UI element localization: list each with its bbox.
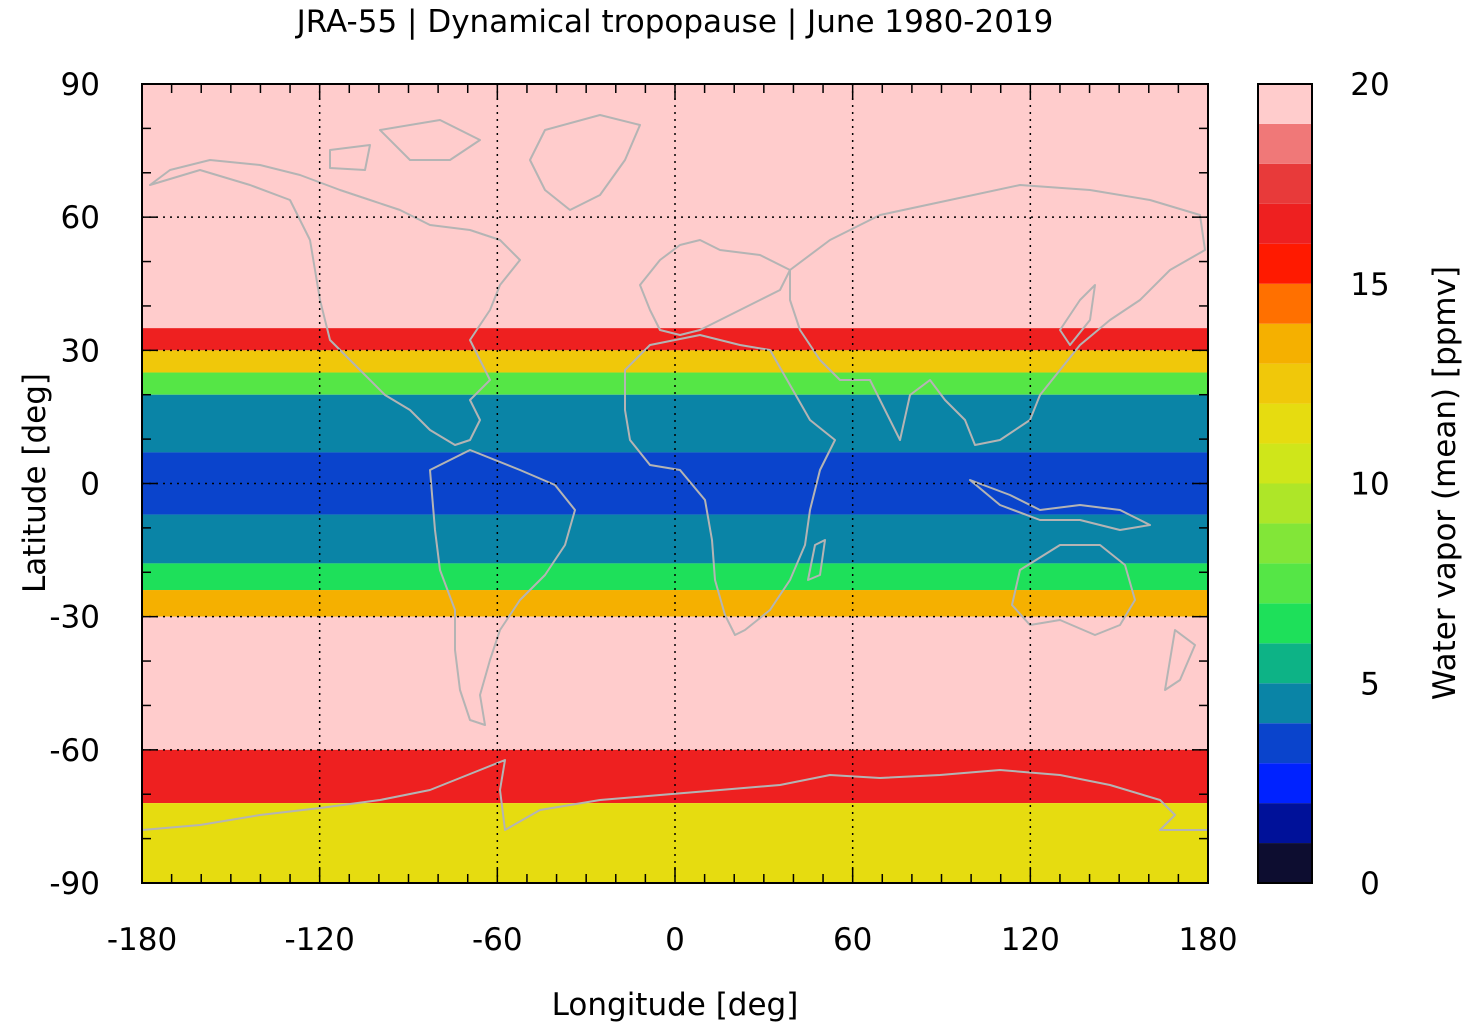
colorbar-level-2	[1258, 763, 1312, 804]
x-tick-label-3: 0	[665, 922, 685, 958]
colorbar-level-17	[1258, 163, 1312, 204]
colorbar-level-8	[1258, 523, 1312, 564]
coastline-arctic-islands	[329, 119, 481, 171]
x-tick-label-2: -60	[472, 922, 523, 958]
colorbar-level-5	[1258, 643, 1312, 684]
colorbar-label: Water vapor (mean) [ppmv]	[1427, 266, 1463, 700]
x-tick-label-1: -120	[284, 922, 354, 958]
y-tick-label-3: 0	[80, 467, 100, 503]
chart-title: JRA-55 | Dynamical tropopause | June 198…	[295, 4, 1054, 40]
x-tick-label-4: 60	[833, 922, 872, 958]
x-tick-label-6: 180	[1178, 922, 1237, 958]
colorbar-level-14	[1258, 283, 1312, 324]
field-band-6	[142, 514, 1208, 564]
colorbar-level-10	[1258, 443, 1312, 484]
y-tick-label-1: 60	[61, 200, 100, 236]
field-band-3	[142, 372, 1208, 395]
coastline-greenland	[529, 114, 641, 211]
y-tick-label-0: 90	[61, 67, 100, 103]
colorbar-level-3	[1258, 723, 1312, 764]
field-band-4	[142, 394, 1208, 453]
x-axis-label: Longitude [deg]	[552, 987, 799, 1023]
coastline-new-zealand	[1164, 629, 1196, 691]
colorbar-tick-label-1: 5	[1360, 666, 1380, 702]
colorbar-level-7	[1258, 563, 1312, 604]
coastline-south-america	[429, 449, 576, 726]
coastline-japan	[1059, 284, 1096, 346]
colorbar-level-6	[1258, 603, 1312, 644]
coastline-north-america	[149, 159, 521, 446]
y-tick-label-4: -30	[49, 600, 100, 636]
colorbar-level-15	[1258, 243, 1312, 284]
colorbar-level-16	[1258, 203, 1312, 244]
colorbar-level-19	[1258, 84, 1312, 124]
coastline-asia	[789, 184, 1206, 446]
colorbar-level-11	[1258, 403, 1312, 444]
colorbar-tick-label-3: 15	[1350, 267, 1389, 303]
coastline-europe	[639, 239, 791, 336]
plot-frame	[141, 83, 1209, 884]
colorbar-tick-label-2: 10	[1350, 467, 1389, 503]
colorbar-level-9	[1258, 483, 1312, 524]
plot-axes	[141, 83, 1209, 884]
colorbar-tick-label-0: 0	[1360, 866, 1380, 902]
y-tick-label-2: 30	[61, 333, 100, 369]
coastline-australia	[1011, 544, 1136, 636]
x-tick-label-5: 120	[1001, 922, 1060, 958]
x-tick-label-0: -180	[107, 922, 177, 958]
colorbar-tick-label-4: 20	[1350, 67, 1389, 103]
colorbar-frame	[1257, 83, 1313, 884]
colorbar-level-13	[1258, 323, 1312, 364]
colorbar-level-4	[1258, 683, 1312, 724]
coastline-antarctica	[142, 759, 1208, 831]
colorbar-level-0	[1258, 843, 1312, 883]
field-band-2	[142, 350, 1208, 373]
colorbar-level-12	[1258, 363, 1312, 404]
coastline-madagascar	[807, 539, 826, 581]
tick-labels: -180 -120 -60 0 60 120 180 90 60 30 0 -30 -60 -90	[49, 67, 1237, 958]
y-axis-label: Latitude [deg]	[17, 373, 53, 593]
colorbar-level-18	[1258, 123, 1312, 164]
y-tick-label-5: -60	[49, 733, 100, 769]
colorbar-level-1	[1258, 803, 1312, 844]
y-tick-label-6: -90	[49, 866, 100, 902]
colorbar: 0 5 10 15 20	[1257, 67, 1390, 902]
